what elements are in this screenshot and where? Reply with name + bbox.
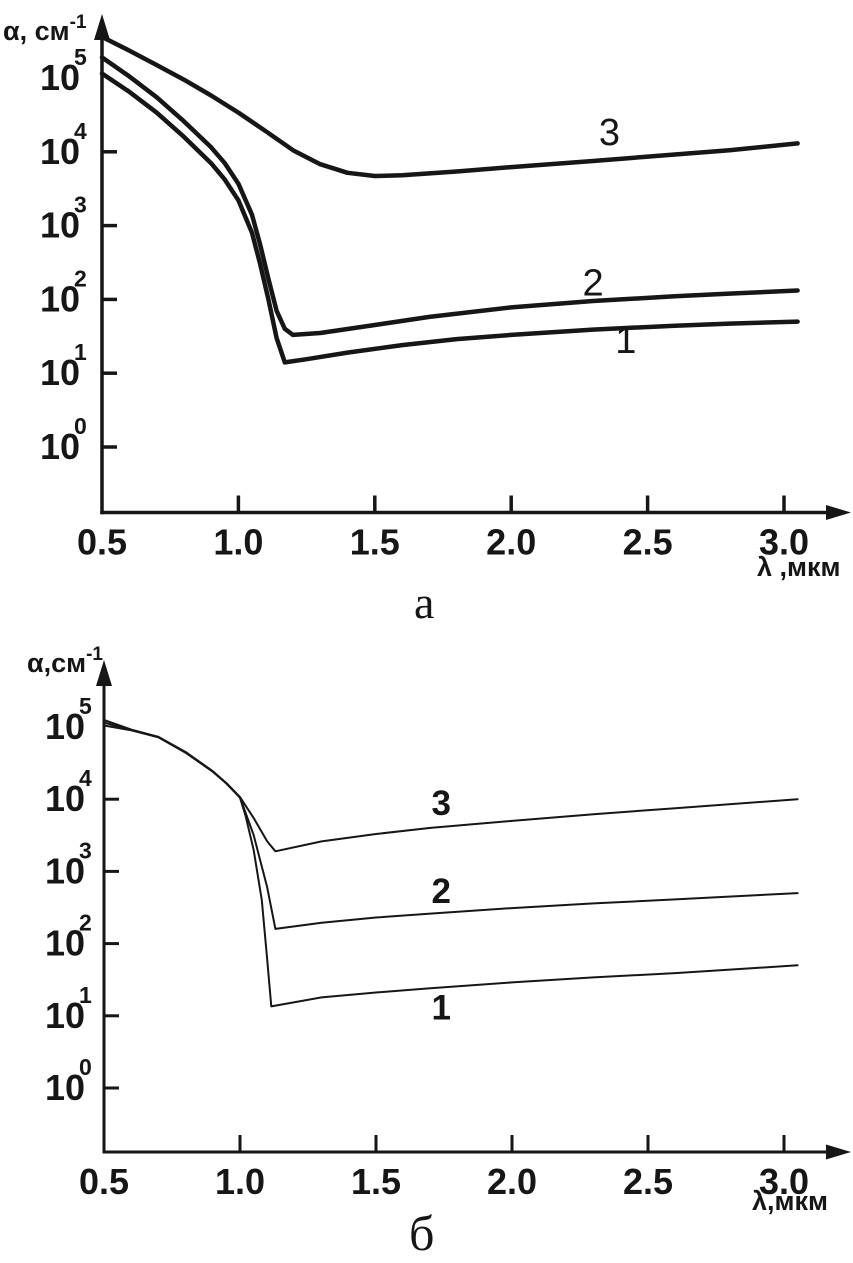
x-tick-label: 1.5 xyxy=(350,522,400,563)
y-tick-exponent: 4 xyxy=(74,118,87,144)
y-tick-label: 10 xyxy=(45,706,85,747)
y-tick-label: 10 xyxy=(40,131,80,172)
panel-b-y-axis-title-sup: -1 xyxy=(86,644,103,665)
panel-b-letter: б xyxy=(409,1205,435,1261)
y-tick-exponent: 2 xyxy=(74,265,87,291)
y-tick-label: 10 xyxy=(40,426,80,467)
x-tick-label: 2.0 xyxy=(486,522,536,563)
y-tick-exponent: 5 xyxy=(79,693,92,719)
curve-label-3: 3 xyxy=(599,112,620,154)
y-tick-label: 10 xyxy=(40,352,80,393)
y-tick-exponent: 3 xyxy=(74,192,87,218)
x-tick-label: 2.5 xyxy=(623,1161,673,1202)
curve-3 xyxy=(103,719,799,853)
y-tick-exponent: 2 xyxy=(79,910,92,936)
curve-label-1: 1 xyxy=(615,320,636,362)
curve-1 xyxy=(99,71,800,365)
y-tick-exponent: 0 xyxy=(74,413,87,439)
y-axis-arrow-icon xyxy=(94,14,110,40)
curve-label-2: 2 xyxy=(432,872,451,911)
y-tick-label: 10 xyxy=(45,850,85,891)
x-tick-label: 1.0 xyxy=(213,522,263,563)
y-tick-exponent: 3 xyxy=(79,837,92,863)
y-tick-label: 10 xyxy=(40,57,80,98)
y-tick-exponent: 5 xyxy=(74,44,87,70)
curve-2 xyxy=(99,55,800,338)
y-tick-exponent: 1 xyxy=(79,982,92,1008)
x-origin-label: 0.5 xyxy=(77,522,127,563)
y-axis-arrow-icon xyxy=(96,660,112,686)
x-tick-label: 1.5 xyxy=(351,1161,401,1202)
y-tick-label: 10 xyxy=(45,923,85,964)
curve-3 xyxy=(99,34,800,179)
x-axis-arrow-icon xyxy=(826,1144,851,1160)
x-tick-label: 3.0 xyxy=(759,1161,809,1202)
panel-b-x-axis-title: λ,мкм xyxy=(752,1186,828,1216)
curve-label-2: 2 xyxy=(582,262,603,304)
curve-label-1: 1 xyxy=(432,988,451,1027)
panel-a-y-axis-title: α, см-1 xyxy=(3,12,87,47)
panel-b-y-axis-title-text: α,см xyxy=(27,648,87,678)
panel-a-y-axis-title-text: α, см xyxy=(3,16,70,46)
y-tick-exponent: 0 xyxy=(79,1054,92,1080)
y-tick-label: 10 xyxy=(45,778,85,819)
y-tick-exponent: 1 xyxy=(74,339,87,365)
panel-a-letter: а xyxy=(414,577,435,628)
y-tick-label: 10 xyxy=(40,205,80,246)
x-tick-label: 1.0 xyxy=(215,1161,265,1202)
x-tick-label: 2.5 xyxy=(623,522,673,563)
y-tick-label: 10 xyxy=(45,995,85,1036)
y-tick-label: 10 xyxy=(40,278,80,319)
x-origin-label: 0.5 xyxy=(79,1161,129,1202)
y-tick-label: 10 xyxy=(45,1067,85,1108)
x-tick-label: 3.0 xyxy=(759,522,809,563)
x-axis-arrow-icon xyxy=(826,505,851,520)
panel-a-y-axis-title-sup: -1 xyxy=(69,12,87,33)
x-tick-label: 2.0 xyxy=(487,1161,537,1202)
curve-label-3: 3 xyxy=(432,784,451,823)
panel-a-x-axis-title: λ ,мкм xyxy=(757,552,841,582)
panel-b-y-axis-title: α,см-1 xyxy=(27,644,103,679)
y-tick-exponent: 4 xyxy=(79,765,92,791)
